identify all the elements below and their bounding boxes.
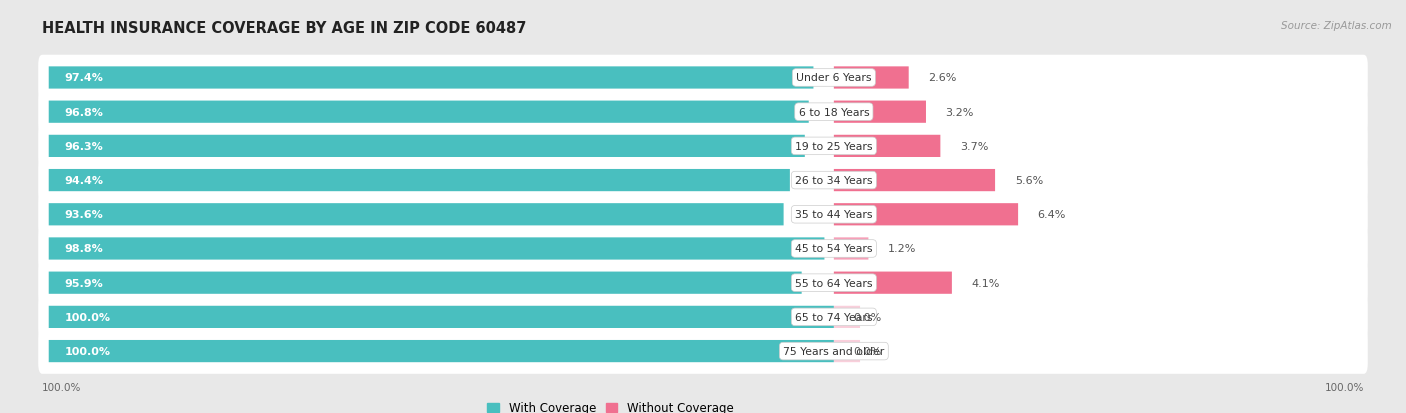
FancyBboxPatch shape [834,340,860,362]
Text: 96.8%: 96.8% [65,107,103,117]
FancyBboxPatch shape [49,272,801,294]
FancyBboxPatch shape [38,329,1368,374]
FancyBboxPatch shape [49,135,804,158]
FancyBboxPatch shape [834,170,995,192]
Legend: With Coverage, Without Coverage: With Coverage, Without Coverage [482,397,738,413]
FancyBboxPatch shape [49,340,834,362]
FancyBboxPatch shape [38,294,1368,340]
FancyBboxPatch shape [38,192,1368,237]
FancyBboxPatch shape [38,56,1368,101]
Text: 6.4%: 6.4% [1038,210,1066,220]
Text: 98.8%: 98.8% [65,244,103,254]
Text: 2.6%: 2.6% [928,73,956,83]
FancyBboxPatch shape [49,101,808,123]
FancyBboxPatch shape [38,90,1368,135]
FancyBboxPatch shape [49,170,790,192]
Text: 96.3%: 96.3% [65,142,103,152]
Text: 6 to 18 Years: 6 to 18 Years [799,107,869,117]
Text: 100.0%: 100.0% [42,382,82,392]
FancyBboxPatch shape [38,226,1368,272]
Text: Under 6 Years: Under 6 Years [796,73,872,83]
FancyBboxPatch shape [834,135,941,158]
FancyBboxPatch shape [38,158,1368,203]
Text: Source: ZipAtlas.com: Source: ZipAtlas.com [1281,21,1392,31]
FancyBboxPatch shape [834,272,952,294]
Text: 0.0%: 0.0% [853,312,882,322]
Text: 1.2%: 1.2% [889,244,917,254]
Text: 3.7%: 3.7% [960,142,988,152]
FancyBboxPatch shape [49,67,814,89]
FancyBboxPatch shape [834,238,869,260]
Text: 5.6%: 5.6% [1015,176,1043,185]
Text: 0.0%: 0.0% [853,346,882,356]
FancyBboxPatch shape [38,124,1368,169]
Text: 4.1%: 4.1% [972,278,1000,288]
Text: 35 to 44 Years: 35 to 44 Years [796,210,873,220]
FancyBboxPatch shape [834,67,908,89]
Text: 19 to 25 Years: 19 to 25 Years [796,142,873,152]
Text: 93.6%: 93.6% [65,210,103,220]
Text: 94.4%: 94.4% [65,176,104,185]
Text: 95.9%: 95.9% [65,278,103,288]
FancyBboxPatch shape [49,238,824,260]
Text: HEALTH INSURANCE COVERAGE BY AGE IN ZIP CODE 60487: HEALTH INSURANCE COVERAGE BY AGE IN ZIP … [42,21,527,36]
FancyBboxPatch shape [834,204,1018,226]
Text: 65 to 74 Years: 65 to 74 Years [796,312,873,322]
Text: 100.0%: 100.0% [65,346,111,356]
Text: 75 Years and older: 75 Years and older [783,346,884,356]
Text: 55 to 64 Years: 55 to 64 Years [796,278,873,288]
FancyBboxPatch shape [49,306,834,328]
Text: 97.4%: 97.4% [65,73,103,83]
Text: 100.0%: 100.0% [1324,382,1364,392]
FancyBboxPatch shape [49,204,783,226]
FancyBboxPatch shape [38,260,1368,306]
Text: 100.0%: 100.0% [65,312,111,322]
FancyBboxPatch shape [834,306,860,328]
FancyBboxPatch shape [834,101,927,123]
Text: 3.2%: 3.2% [946,107,974,117]
Text: 45 to 54 Years: 45 to 54 Years [796,244,873,254]
Text: 26 to 34 Years: 26 to 34 Years [796,176,873,185]
